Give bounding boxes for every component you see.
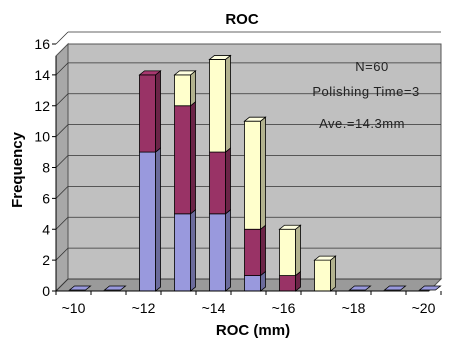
x-tick-label: ~12 [132,300,156,316]
y-tick-label: 0 [42,283,50,299]
grid-line-diagonal [55,124,69,137]
y-axis-title: Frequency [9,131,26,208]
bar-segment-side [260,116,266,231]
bar-top [173,70,197,76]
y-tick-label: 12 [34,98,50,114]
bar-segment-side [295,224,301,277]
grid-line-diagonal [55,62,69,76]
y-tick-label: 10 [34,129,50,145]
y-tick-label: 4 [42,221,50,237]
grid-line-diagonal [55,278,69,292]
bar-segment [139,151,156,292]
bar-segment [174,213,191,292]
y-tick-label: 14 [34,67,50,83]
bar-segment-side [260,224,266,277]
y-tick-label: 8 [42,160,50,176]
grid-line-diagonal [55,93,69,107]
bar-segment [244,120,261,230]
bar-top [243,116,267,122]
x-tick-label: ~14 [202,300,226,316]
grid-line-diagonal [55,216,69,230]
bar-segment [279,228,296,276]
y-tick-label: 16 [34,36,50,52]
y-tick-label: 2 [42,252,50,268]
bar-segment [209,213,226,292]
bar-zero [103,285,127,291]
x-ticks: ~10 ~12 ~14 ~16 ~18 ~20 [55,291,442,316]
bar-segment [174,105,191,215]
bar-segment-side [155,147,161,292]
annotation-n: N=60 [355,59,388,74]
bar-top [313,255,337,261]
bar-segment [279,275,296,292]
bar-segment-side [190,208,196,292]
x-tick-label: ~10 [62,300,86,316]
bar-top [138,70,162,76]
bar-segment-side [190,70,196,107]
x-tick-label: ~16 [272,300,296,316]
x-axis-title: ROC (mm) [216,322,290,339]
bar-segment [209,59,226,153]
bar-top [208,55,232,60]
bar-segment-side [330,255,336,292]
bar-zero [418,285,442,291]
chart-title: ROC [225,11,259,28]
grid-line-diagonal [55,247,69,261]
x-tick-label: ~18 [342,300,366,316]
bar-segment [139,74,156,153]
x-tick-label: ~20 [412,300,436,316]
grid-line-diagonal [55,155,69,168]
bar-top [278,224,302,230]
annotations: N=60 Polishing Time=3 Ave.=14.3mm [312,59,419,131]
annotation-polishing-time: Polishing Time=3 [312,84,419,99]
bar-segment [209,151,226,215]
bar-zero [348,285,372,291]
bar-segment [244,228,261,276]
bar-zero [383,285,407,291]
grid-line-diagonal [55,31,69,45]
bar-segment-side [155,70,161,153]
bar-segment-side [225,147,231,215]
bar-segment-side [225,208,231,292]
bar-segment [314,259,331,292]
y-tick-label: 6 [42,190,50,206]
annotation-average: Ave.=14.3mm [319,116,405,131]
grid-line-diagonal [55,186,69,199]
bars [68,54,442,292]
bar-segment-side [190,100,196,215]
bar-segment [244,275,261,292]
bar-segment-side [225,54,231,153]
y-ticks: 0 2 4 6 8 10 12 14 16 [34,36,429,299]
bar-segment [174,74,191,107]
bar-zero [68,285,92,291]
